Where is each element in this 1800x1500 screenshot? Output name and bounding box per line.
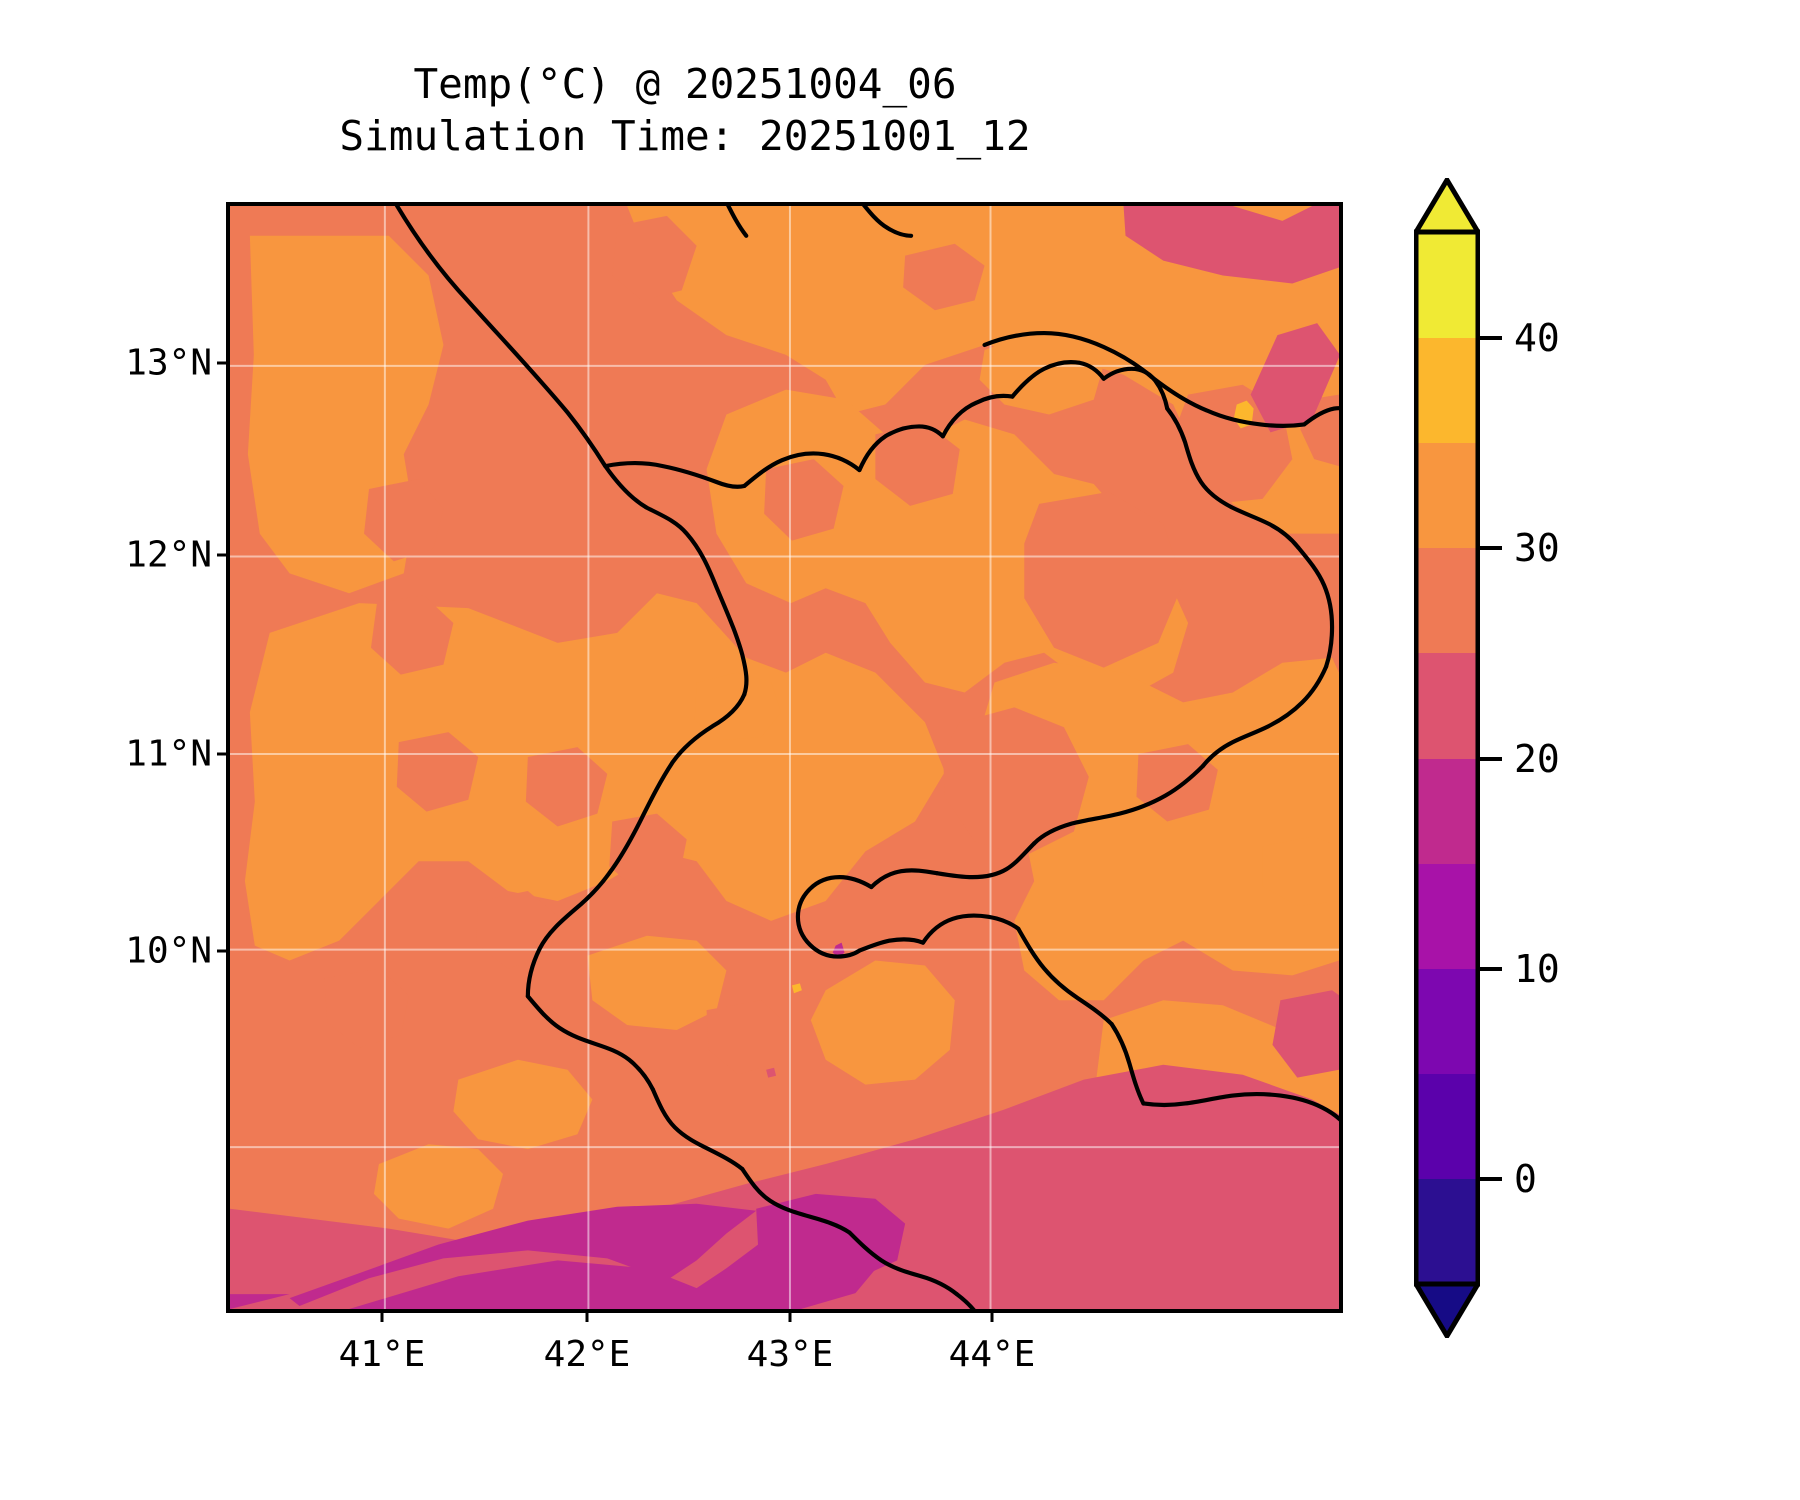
x-tick-mark-43E xyxy=(788,1313,792,1322)
title-line-1: Temp(°C) @ 20251004_06 xyxy=(413,60,957,108)
colorbar-tick-label-40: 40 xyxy=(1514,316,1560,360)
y-tick-label-10N: 10°N xyxy=(125,930,212,972)
colorbar-tick-label-0: 0 xyxy=(1514,1157,1537,1201)
y-tick-mark-10N xyxy=(217,949,226,953)
y-tick-label-13N: 13°N xyxy=(125,342,212,384)
colorbar-bands xyxy=(1416,232,1478,1284)
colorbar-tick-mark-20 xyxy=(1480,757,1502,761)
contour-band-15-20 xyxy=(230,1193,906,1309)
colorbar-tick-mark-0 xyxy=(1480,1177,1502,1181)
colorbar-tick-label-10: 10 xyxy=(1514,947,1560,991)
contour-band-20-25-ne-stripe xyxy=(1250,323,1339,433)
colorbar[interactable]: 40 30 20 10 0 xyxy=(1414,178,1560,1338)
y-tick-label-12N: 12°N xyxy=(125,534,212,576)
x-tick-label-41E: 41°E xyxy=(338,1334,426,1375)
coastline-and-borders xyxy=(394,206,1339,1309)
y-tick-label-11N: 11°N xyxy=(125,733,212,775)
temperature-contour-field xyxy=(230,206,1339,1309)
colorbar-outline xyxy=(1414,229,1480,1287)
y-tick-mark-11N xyxy=(217,752,226,756)
colorbar-tick-mark-40 xyxy=(1480,336,1502,340)
x-tick-mark-44E xyxy=(990,1313,994,1322)
title-line-2: Simulation Time: 20251001_12 xyxy=(339,112,1031,160)
colorbar-under-arrow xyxy=(1414,1281,1480,1338)
colorbar-tick-label-30: 30 xyxy=(1514,526,1560,570)
map-gridlines xyxy=(230,206,1339,1309)
chart-title: Temp(°C) @ 20251004_06 Simulation Time: … xyxy=(0,58,1370,162)
map-plot-area[interactable] xyxy=(226,202,1343,1313)
y-tick-mark-12N xyxy=(217,553,226,557)
x-tick-mark-41E xyxy=(380,1313,384,1322)
contour-band-25-30-islands xyxy=(324,215,1339,1075)
x-tick-label-43E: 43°E xyxy=(746,1334,834,1375)
x-tick-mark-42E xyxy=(585,1313,589,1322)
colorbar-over-arrow xyxy=(1414,178,1480,235)
colorbar-tick-mark-10 xyxy=(1480,967,1502,971)
colorbar-gradient xyxy=(1414,178,1480,1338)
y-tick-mark-13N xyxy=(217,361,226,365)
colorbar-tick-label-20: 20 xyxy=(1514,737,1560,781)
x-tick-label-42E: 42°E xyxy=(543,1334,631,1375)
x-tick-label-44E: 44°E xyxy=(948,1334,1036,1375)
colorbar-tick-mark-30 xyxy=(1480,546,1502,550)
